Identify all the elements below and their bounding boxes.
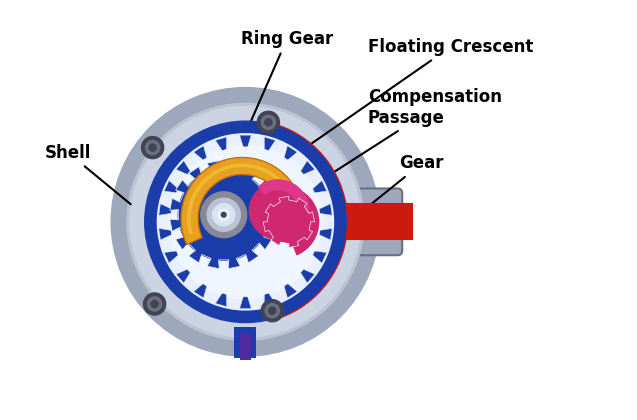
Text: Floating Crescent: Floating Crescent — [285, 38, 533, 162]
Circle shape — [157, 134, 334, 310]
Polygon shape — [319, 228, 332, 240]
Polygon shape — [284, 146, 297, 160]
Wedge shape — [289, 188, 319, 255]
Circle shape — [269, 307, 276, 314]
Wedge shape — [257, 179, 310, 226]
Polygon shape — [170, 161, 278, 269]
FancyBboxPatch shape — [355, 189, 402, 255]
Polygon shape — [313, 251, 327, 263]
Polygon shape — [176, 161, 190, 174]
Polygon shape — [215, 137, 227, 150]
Polygon shape — [264, 293, 275, 307]
Circle shape — [265, 304, 280, 318]
Wedge shape — [181, 158, 296, 244]
Polygon shape — [313, 181, 327, 193]
Circle shape — [127, 103, 364, 340]
Text: Shell: Shell — [45, 144, 131, 204]
Bar — [345, 205, 412, 239]
Polygon shape — [159, 204, 171, 215]
Circle shape — [221, 213, 226, 217]
Polygon shape — [215, 293, 227, 307]
Circle shape — [178, 169, 269, 260]
Bar — [234, 326, 257, 358]
Polygon shape — [194, 146, 207, 160]
Text: Compensation
Passage: Compensation Passage — [294, 88, 502, 197]
Wedge shape — [187, 163, 286, 235]
Circle shape — [168, 145, 322, 299]
Bar — [346, 205, 412, 239]
Circle shape — [207, 198, 240, 231]
Polygon shape — [240, 297, 251, 309]
Polygon shape — [319, 204, 332, 215]
Circle shape — [257, 111, 280, 134]
Polygon shape — [176, 269, 190, 283]
Circle shape — [143, 293, 166, 315]
Polygon shape — [194, 284, 207, 298]
Circle shape — [218, 209, 229, 220]
Polygon shape — [301, 161, 315, 174]
Wedge shape — [272, 124, 348, 320]
Polygon shape — [264, 137, 275, 150]
Circle shape — [130, 107, 361, 337]
Polygon shape — [263, 196, 315, 247]
Polygon shape — [301, 269, 315, 283]
Circle shape — [141, 136, 164, 159]
Circle shape — [261, 115, 275, 129]
Polygon shape — [164, 181, 178, 193]
Text: Gear: Gear — [352, 155, 444, 219]
Circle shape — [250, 182, 306, 239]
Circle shape — [213, 204, 235, 226]
Circle shape — [145, 141, 160, 155]
Polygon shape — [284, 284, 297, 298]
Circle shape — [201, 192, 247, 238]
Polygon shape — [164, 251, 178, 263]
Polygon shape — [240, 135, 251, 147]
Circle shape — [151, 300, 158, 307]
Circle shape — [111, 88, 380, 356]
Polygon shape — [159, 228, 171, 240]
Bar — [240, 334, 250, 360]
Circle shape — [148, 297, 162, 311]
Circle shape — [261, 299, 283, 322]
Text: Ring Gear: Ring Gear — [241, 30, 333, 127]
Circle shape — [149, 144, 156, 151]
Circle shape — [145, 121, 346, 323]
Circle shape — [265, 119, 272, 126]
